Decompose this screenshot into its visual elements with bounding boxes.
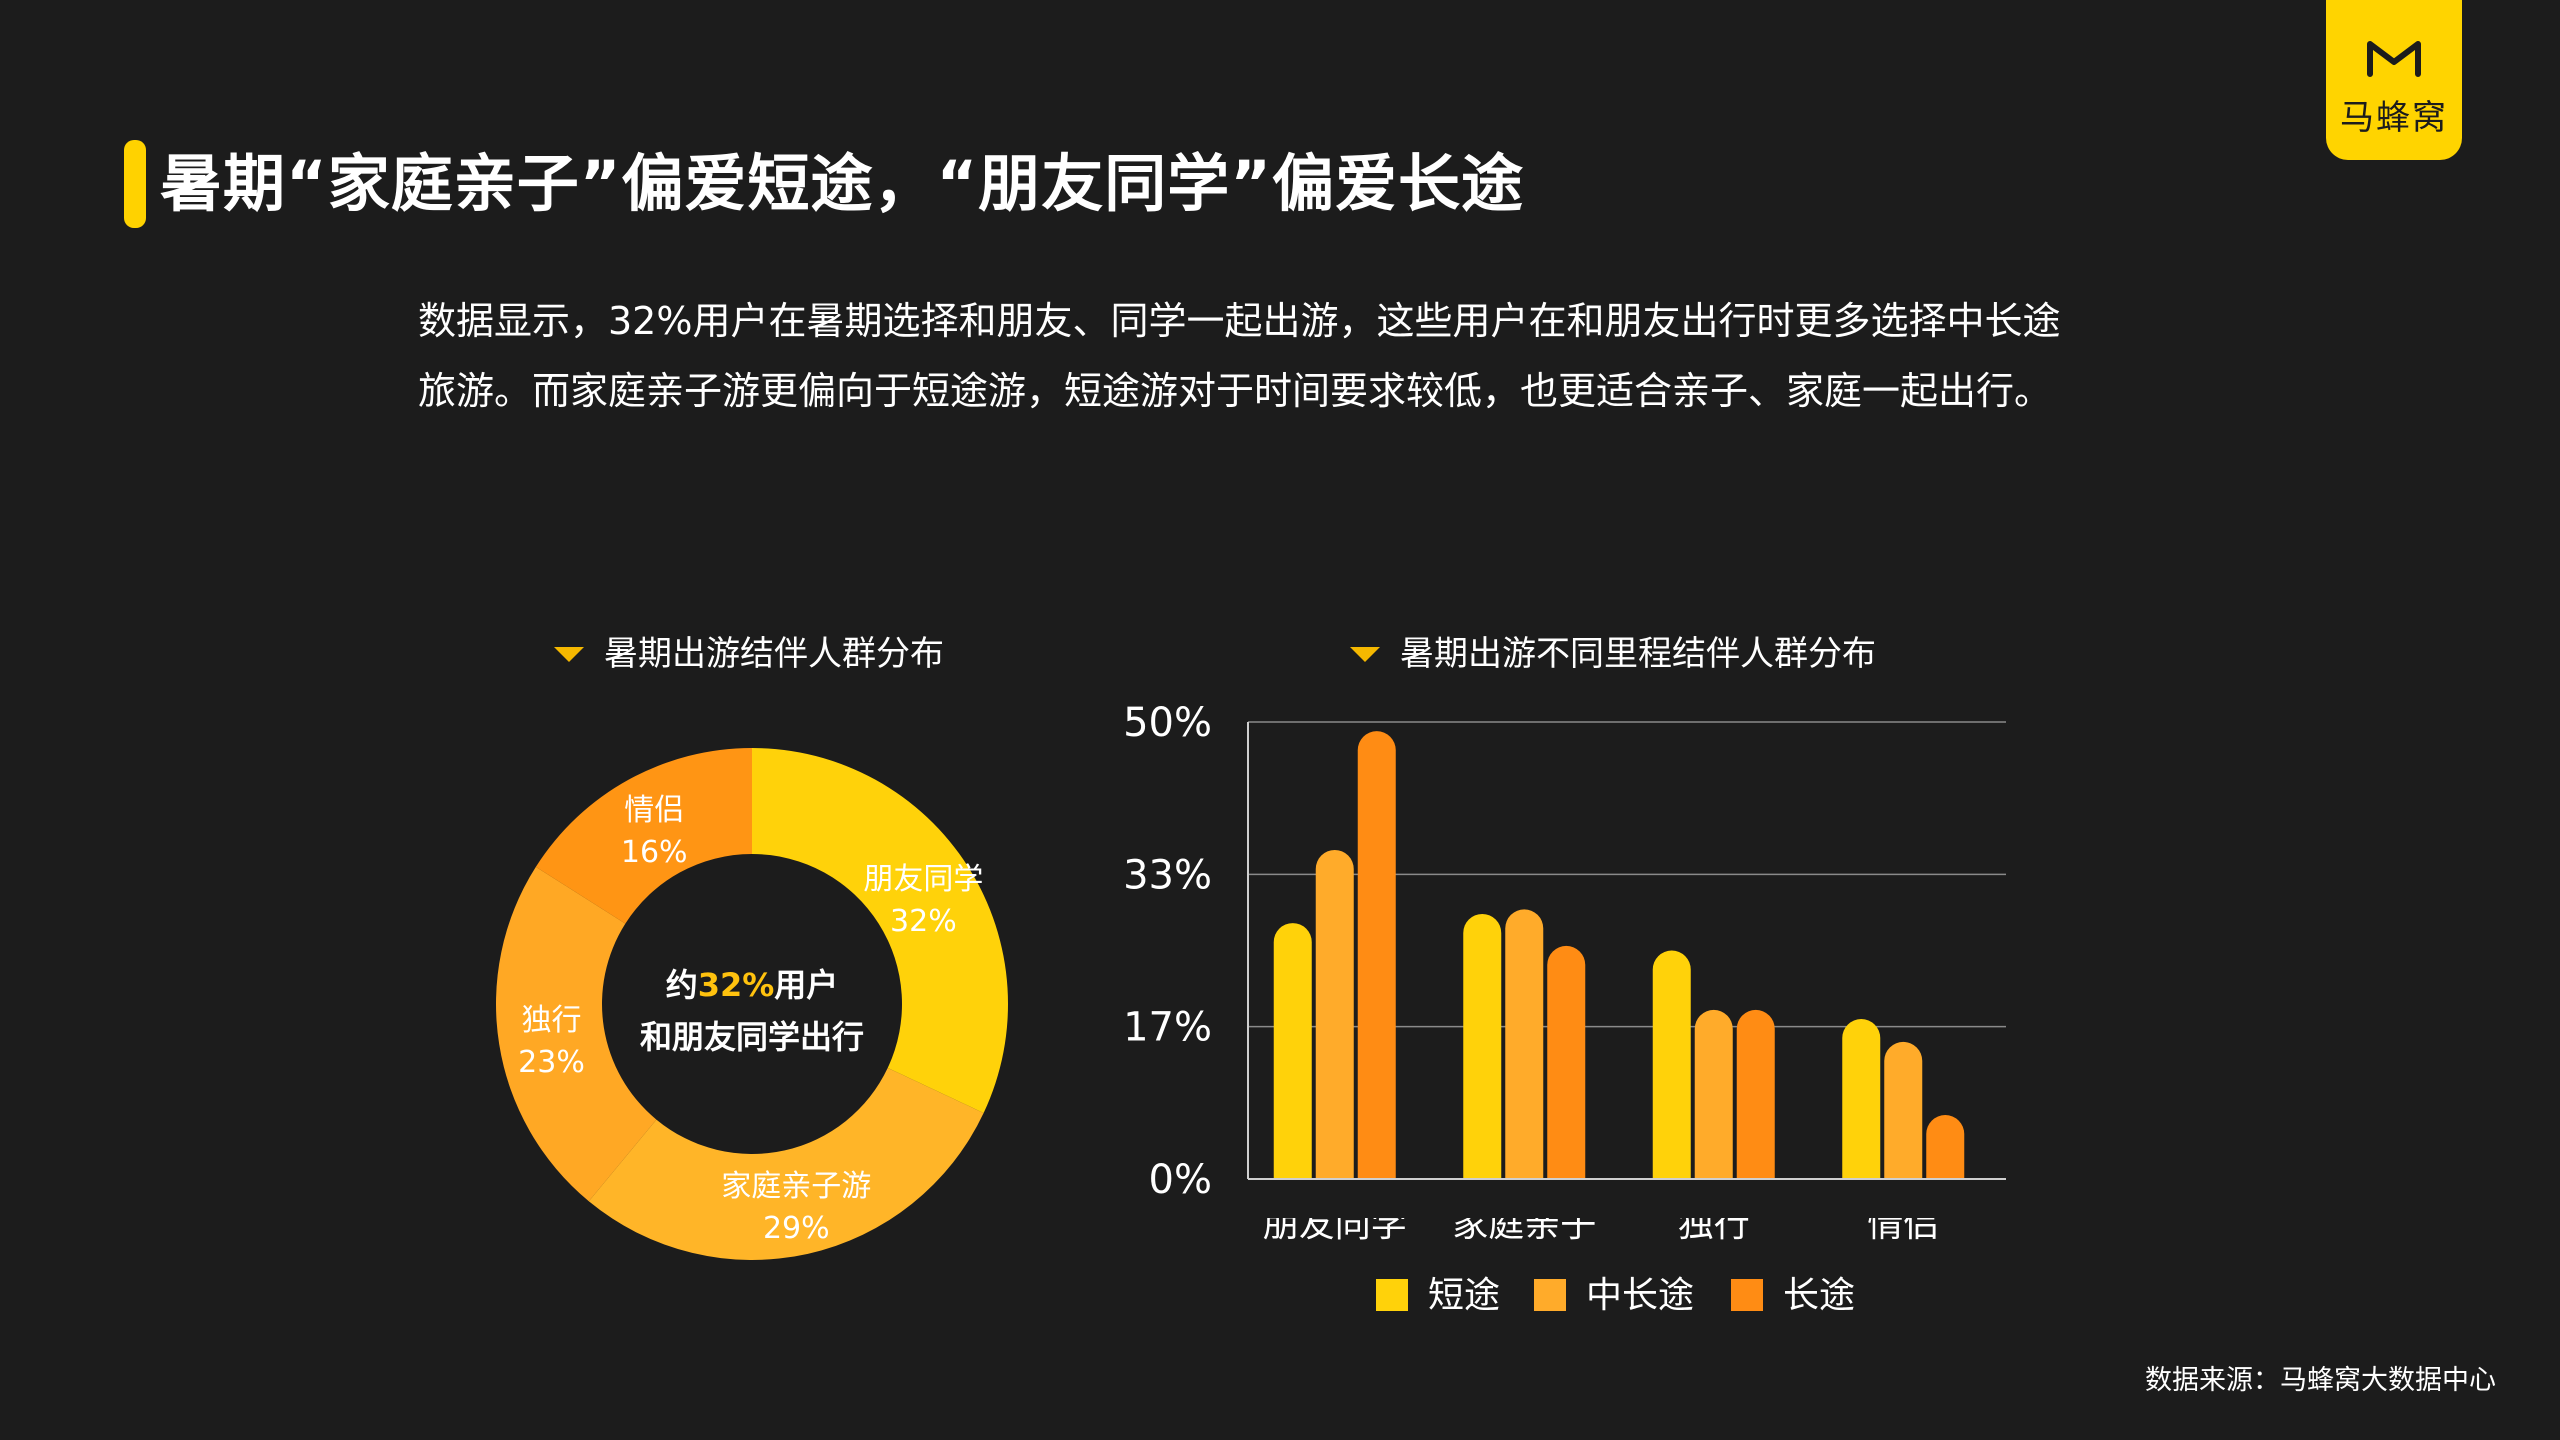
bar-1-0 <box>1463 913 1502 1198</box>
donut-slice-label: 独行 <box>521 1003 581 1038</box>
mafengwo-logo-icon <box>2367 41 2421 77</box>
bar-3-1 <box>1884 1041 1923 1198</box>
donut-slice-3 <box>535 748 752 924</box>
data-source: 数据来源：马蜂窝大数据中心 <box>2145 1365 2496 1396</box>
y-tick-label: 33% <box>1123 852 1212 898</box>
bar-2-2 <box>1736 1009 1775 1198</box>
intro-line-2: 旅游。而家庭亲子游更偏向于短途游，短途游对于时间要求较低，也更适合亲子、家庭一起… <box>418 369 2053 413</box>
bar-3-0 <box>1842 1019 1881 1198</box>
donut-slice-value: 32% <box>890 904 957 939</box>
legend-swatch-1 <box>1534 1279 1566 1311</box>
donut-slice-value: 16% <box>621 835 688 870</box>
y-tick-label: 17% <box>1123 1005 1212 1051</box>
donut-slice-2 <box>496 866 657 1202</box>
donut-slice-label: 家庭亲子游 <box>721 1169 871 1204</box>
bar-3-2 <box>1926 1115 1965 1198</box>
logo-text: 马蜂窝 <box>2340 98 2448 138</box>
bar-title-text: 暑期出游不同里程结伴人群分布 <box>1400 634 1876 674</box>
legend-label-2: 长途 <box>1783 1275 1855 1316</box>
donut-slice-1 <box>588 1067 984 1261</box>
bar-0-2 <box>1357 731 1396 1198</box>
bar-1-2 <box>1547 945 1586 1198</box>
bar-1-1 <box>1505 909 1544 1198</box>
donut-chart-title: 暑期出游结伴人群分布 <box>554 632 944 676</box>
axis-mask <box>1250 1180 2008 1218</box>
donut-center-line-2: 和朋友同学出行 <box>640 1018 864 1056</box>
donut-center-line-1: 约32%用户 <box>666 966 839 1004</box>
legend-swatch-0 <box>1376 1279 1408 1311</box>
legend-swatch-2 <box>1731 1279 1763 1311</box>
page-title: 暑期“家庭亲子”偏爱短途，“朋友同学”偏爱长途 <box>160 147 1524 220</box>
legend-label-1: 中长途 <box>1586 1275 1694 1316</box>
bar-2-0 <box>1652 950 1691 1198</box>
donut-title-text: 暑期出游结伴人群分布 <box>604 634 944 674</box>
title-accent-bar <box>124 140 146 228</box>
brand-logo: 马蜂窝 <box>2326 0 2462 160</box>
donut-slice-value: 23% <box>518 1045 585 1080</box>
y-tick-label: 0% <box>1149 1157 1212 1203</box>
triangle-bullet-icon <box>1350 646 1380 662</box>
donut-slice-label: 情侣 <box>624 793 684 828</box>
y-tick-label: 50% <box>1123 700 1212 746</box>
intro-paragraph: 数据显示，32%用户在暑期选择和朋友、同学一起出游，这些用户在和朋友出行时更多选… <box>418 286 2198 426</box>
donut-slice-0 <box>752 748 1008 1113</box>
donut-center-suffix: 用户 <box>774 966 838 1004</box>
donut-center-highlight: 32% <box>698 966 775 1004</box>
intro-line-1: 数据显示，32%用户在暑期选择和朋友、同学一起出游，这些用户在和朋友出行时更多选… <box>418 299 2061 343</box>
bar-0-1 <box>1315 849 1354 1198</box>
bar-chart-title: 暑期出游不同里程结伴人群分布 <box>1350 632 1876 676</box>
bar-0-0 <box>1273 923 1312 1198</box>
donut-slice-label: 朋友同学 <box>863 862 983 897</box>
donut-center-prefix: 约 <box>666 966 698 1004</box>
bar-2-1 <box>1694 1009 1733 1198</box>
donut-slice-value: 29% <box>763 1211 830 1246</box>
triangle-bullet-icon <box>554 646 584 662</box>
legend-label-0: 短途 <box>1428 1275 1500 1316</box>
